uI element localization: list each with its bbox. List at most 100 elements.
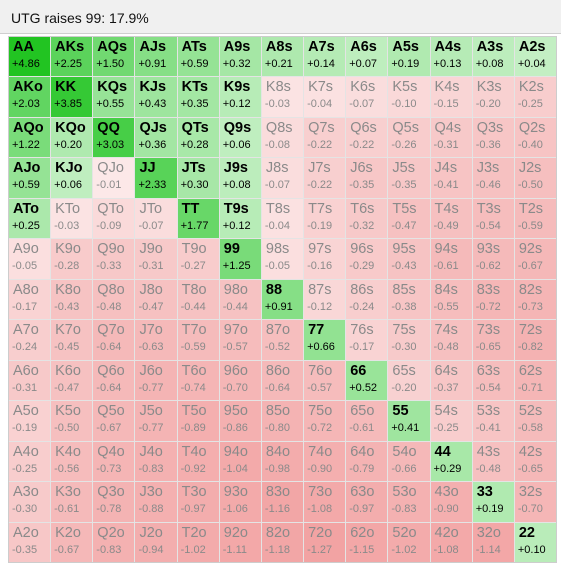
hand-cell[interactable]: A7o -0.24 bbox=[9, 320, 51, 360]
hand-cell[interactable]: 84s -0.55 bbox=[430, 279, 472, 320]
hand-cell[interactable]: T3s -0.54 bbox=[472, 198, 514, 239]
hand-cell[interactable]: Q9s +0.06 bbox=[219, 117, 261, 158]
hand-cell[interactable]: 72o -1.27 bbox=[304, 522, 346, 562]
hand-cell[interactable]: JTs +0.30 bbox=[177, 158, 219, 198]
hand-cell[interactable]: 77 +0.66 bbox=[304, 320, 346, 360]
hand-cell[interactable]: 76o -0.57 bbox=[304, 360, 346, 401]
hand-cell[interactable]: T5s -0.47 bbox=[388, 198, 430, 239]
hand-cell[interactable]: AKs +2.25 bbox=[51, 37, 93, 77]
hand-cell[interactable]: KJo +0.06 bbox=[51, 158, 93, 198]
hand-cell[interactable]: 65s -0.20 bbox=[388, 360, 430, 401]
hand-cell[interactable]: A8s +0.21 bbox=[261, 37, 304, 77]
hand-cell[interactable]: JJ +2.33 bbox=[135, 158, 177, 198]
hand-cell[interactable]: 97o -0.57 bbox=[219, 320, 261, 360]
hand-cell[interactable]: J6o -0.77 bbox=[135, 360, 177, 401]
hand-cell[interactable]: 83o -1.16 bbox=[261, 482, 304, 522]
hand-cell[interactable]: A9o -0.05 bbox=[9, 239, 51, 279]
hand-cell[interactable]: 86s -0.24 bbox=[346, 279, 388, 320]
hand-cell[interactable]: K8o -0.43 bbox=[51, 279, 93, 320]
hand-cell[interactable]: T4s -0.49 bbox=[430, 198, 472, 239]
hand-cell[interactable]: 73o -1.08 bbox=[304, 482, 346, 522]
hand-cell[interactable]: 96o -0.70 bbox=[219, 360, 261, 401]
hand-cell[interactable]: K3s -0.20 bbox=[472, 77, 514, 117]
hand-cell[interactable]: K3o -0.61 bbox=[51, 482, 93, 522]
hand-cell[interactable]: K5s -0.10 bbox=[388, 77, 430, 117]
hand-cell[interactable]: J2s -0.50 bbox=[514, 158, 556, 198]
hand-cell[interactable]: J3s -0.46 bbox=[472, 158, 514, 198]
hand-cell[interactable]: ATo +0.25 bbox=[9, 198, 51, 239]
hand-cell[interactable]: Q6o -0.64 bbox=[93, 360, 135, 401]
hand-cell[interactable]: 87s -0.12 bbox=[304, 279, 346, 320]
hand-cell[interactable]: 63o -0.97 bbox=[346, 482, 388, 522]
hand-cell[interactable]: QQ +3.03 bbox=[93, 117, 135, 158]
hand-cell[interactable]: K4s -0.15 bbox=[430, 77, 472, 117]
hand-cell[interactable]: 22 +0.10 bbox=[514, 522, 556, 562]
hand-cell[interactable]: KJs +0.43 bbox=[135, 77, 177, 117]
hand-cell[interactable]: T2o -1.02 bbox=[177, 522, 219, 562]
hand-cell[interactable]: 66 +0.52 bbox=[346, 360, 388, 401]
hand-cell[interactable]: A8o -0.17 bbox=[9, 279, 51, 320]
hand-cell[interactable]: ATs +0.59 bbox=[177, 37, 219, 77]
hand-cell[interactable]: A6s +0.07 bbox=[346, 37, 388, 77]
hand-cell[interactable]: Q7s -0.22 bbox=[304, 117, 346, 158]
hand-cell[interactable]: 55 +0.41 bbox=[388, 401, 430, 441]
hand-cell[interactable]: 43o -0.90 bbox=[430, 482, 472, 522]
hand-cell[interactable]: Q9o -0.33 bbox=[93, 239, 135, 279]
hand-cell[interactable]: Q8s -0.08 bbox=[261, 117, 304, 158]
hand-cell[interactable]: 87o -0.52 bbox=[261, 320, 304, 360]
hand-cell[interactable]: AQs +1.50 bbox=[93, 37, 135, 77]
hand-cell[interactable]: 88 +0.91 bbox=[261, 279, 304, 320]
hand-cell[interactable]: KQo +0.20 bbox=[51, 117, 93, 158]
hand-cell[interactable]: T5o -0.89 bbox=[177, 401, 219, 441]
hand-cell[interactable]: 33 +0.19 bbox=[472, 482, 514, 522]
hand-cell[interactable]: T2s -0.59 bbox=[514, 198, 556, 239]
hand-cell[interactable]: QTs +0.28 bbox=[177, 117, 219, 158]
hand-cell[interactable]: T3o -0.97 bbox=[177, 482, 219, 522]
hand-cell[interactable]: T9o -0.27 bbox=[177, 239, 219, 279]
hand-cell[interactable]: 95o -0.86 bbox=[219, 401, 261, 441]
hand-cell[interactable]: K4o -0.56 bbox=[51, 441, 93, 482]
hand-cell[interactable]: K7o -0.45 bbox=[51, 320, 93, 360]
hand-cell[interactable]: J6s -0.35 bbox=[346, 158, 388, 198]
hand-cell[interactable]: T7o -0.59 bbox=[177, 320, 219, 360]
hand-cell[interactable]: A4o -0.25 bbox=[9, 441, 51, 482]
hand-cell[interactable]: A3s +0.08 bbox=[472, 37, 514, 77]
hand-cell[interactable]: K6o -0.47 bbox=[51, 360, 93, 401]
hand-cell[interactable]: Q3o -0.78 bbox=[93, 482, 135, 522]
hand-cell[interactable]: 72s -0.82 bbox=[514, 320, 556, 360]
hand-cell[interactable]: 73s -0.65 bbox=[472, 320, 514, 360]
hand-cell[interactable]: 53s -0.41 bbox=[472, 401, 514, 441]
hand-cell[interactable]: 74o -0.90 bbox=[304, 441, 346, 482]
hand-cell[interactable]: A3o -0.30 bbox=[9, 482, 51, 522]
hand-cell[interactable]: 85s -0.38 bbox=[388, 279, 430, 320]
hand-cell[interactable]: J7o -0.63 bbox=[135, 320, 177, 360]
hand-cell[interactable]: T8o -0.44 bbox=[177, 279, 219, 320]
hand-cell[interactable]: K9s +0.12 bbox=[219, 77, 261, 117]
hand-cell[interactable]: 84o -0.98 bbox=[261, 441, 304, 482]
hand-cell[interactable]: Q7o -0.64 bbox=[93, 320, 135, 360]
hand-cell[interactable]: K9o -0.28 bbox=[51, 239, 93, 279]
hand-cell[interactable]: 94o -1.04 bbox=[219, 441, 261, 482]
hand-cell[interactable]: 97s -0.16 bbox=[304, 239, 346, 279]
hand-cell[interactable]: Q3s -0.36 bbox=[472, 117, 514, 158]
hand-cell[interactable]: Q8o -0.48 bbox=[93, 279, 135, 320]
hand-cell[interactable]: K7s -0.04 bbox=[304, 77, 346, 117]
hand-cell[interactable]: Q5o -0.67 bbox=[93, 401, 135, 441]
hand-cell[interactable]: K5o -0.50 bbox=[51, 401, 93, 441]
hand-cell[interactable]: KTo -0.03 bbox=[51, 198, 93, 239]
hand-cell[interactable]: AA +4.86 bbox=[9, 37, 51, 77]
hand-cell[interactable]: 76s -0.17 bbox=[346, 320, 388, 360]
hand-cell[interactable]: Q2s -0.40 bbox=[514, 117, 556, 158]
hand-cell[interactable]: K2s -0.25 bbox=[514, 77, 556, 117]
hand-cell[interactable]: 75o -0.72 bbox=[304, 401, 346, 441]
hand-cell[interactable]: 52s -0.58 bbox=[514, 401, 556, 441]
hand-cell[interactable]: K6s -0.07 bbox=[346, 77, 388, 117]
hand-cell[interactable]: 92o -1.11 bbox=[219, 522, 261, 562]
hand-cell[interactable]: 43s -0.48 bbox=[472, 441, 514, 482]
hand-cell[interactable]: QJs +0.36 bbox=[135, 117, 177, 158]
hand-cell[interactable]: J5s -0.35 bbox=[388, 158, 430, 198]
hand-cell[interactable]: Q5s -0.26 bbox=[388, 117, 430, 158]
hand-cell[interactable]: JTo -0.07 bbox=[135, 198, 177, 239]
hand-cell[interactable]: A2o -0.35 bbox=[9, 522, 51, 562]
hand-cell[interactable]: J8o -0.47 bbox=[135, 279, 177, 320]
